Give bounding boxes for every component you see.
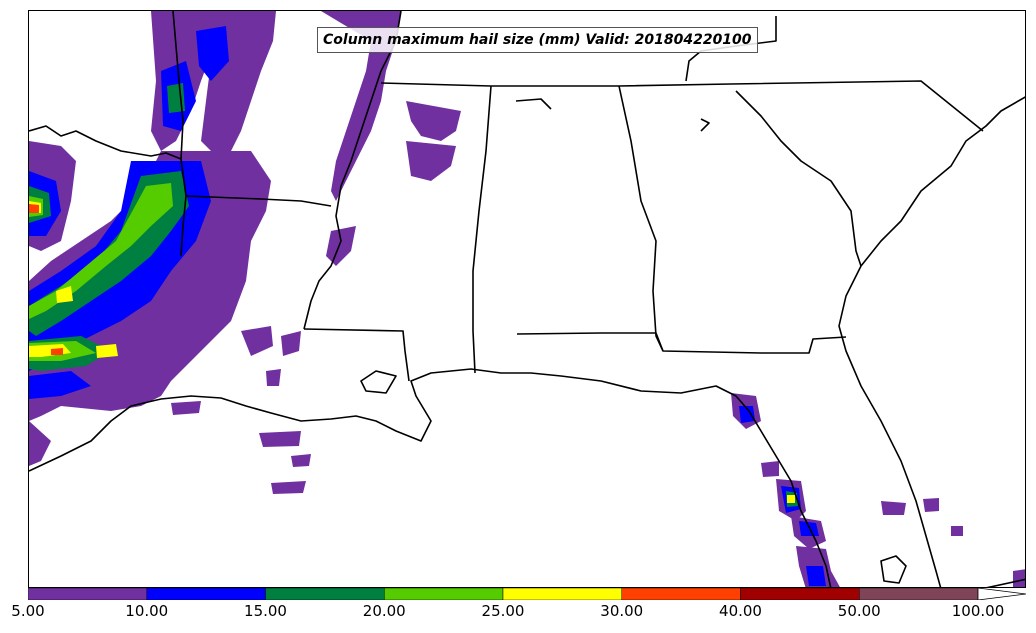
- colorbar-segment: [146, 588, 266, 600]
- colorbar-segment: [502, 588, 622, 600]
- colorbar-segment: [859, 588, 979, 600]
- colorbar-tick-label: 20.00: [362, 602, 406, 620]
- colorbar-segment: [28, 588, 147, 600]
- map-canvas: [29, 11, 1025, 587]
- colorbar: [28, 588, 1026, 600]
- colorbar-segment: [740, 588, 860, 600]
- colorbar-tick-label: 25.00: [481, 602, 525, 620]
- colorbar-tick-label: 50.00: [837, 602, 881, 620]
- hail-field-orange: [29, 204, 63, 355]
- colorbar-tick-label: 30.00: [600, 602, 644, 620]
- map-area: Column maximum hail size (mm) Valid: 201…: [28, 10, 1026, 588]
- colorbar-tick-label: 10.00: [125, 602, 169, 620]
- colorbar-segment: [621, 588, 741, 600]
- colorbar-tick-label: 100.00: [951, 602, 1005, 620]
- boundaries: [29, 11, 1025, 587]
- colorbar-tick-label: 15.00: [244, 602, 287, 620]
- colorbar-tick-label: 40.00: [719, 602, 762, 620]
- colorbar-labels: 5.00 10.00 15.00 20.00 25.00 30.00 40.00 50.00 1…: [0, 602, 1036, 626]
- map-title: Column maximum hail size (mm) Valid: 201…: [317, 27, 758, 53]
- colorbar-tick-label: 5.00: [11, 602, 45, 620]
- colorbar-extend-arrow: [977, 588, 1026, 600]
- colorbar-segment: [265, 588, 385, 600]
- colorbar-segment: [384, 588, 504, 600]
